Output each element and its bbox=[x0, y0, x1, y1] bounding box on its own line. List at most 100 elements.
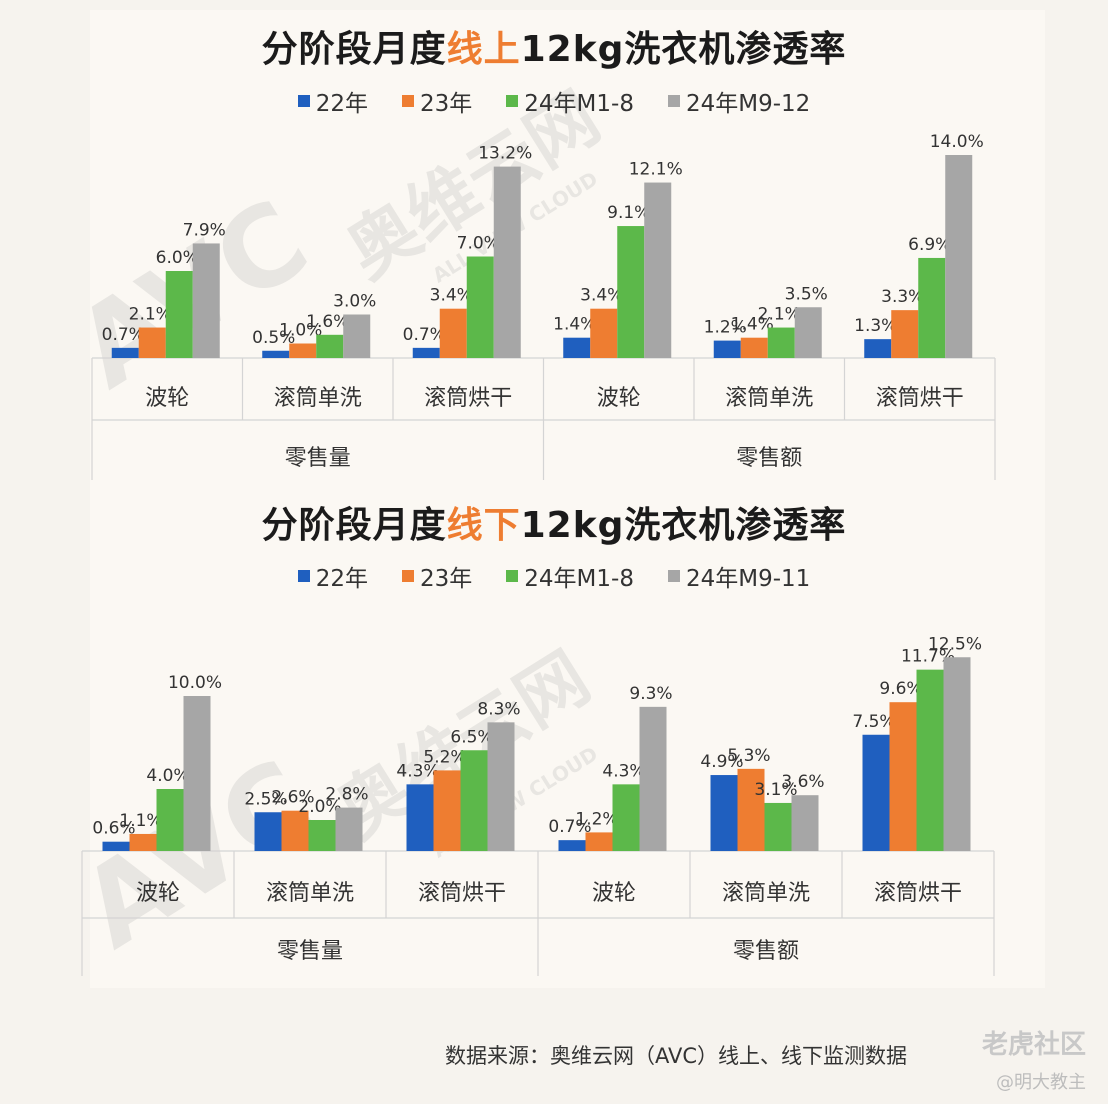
bar-value-label: 1.1% bbox=[119, 811, 162, 831]
group-label: 零售量 bbox=[285, 446, 351, 471]
bar bbox=[111, 347, 139, 358]
bar bbox=[639, 706, 667, 851]
bottom-title-pre: 分阶段月度 bbox=[261, 505, 447, 546]
bar bbox=[713, 340, 741, 358]
bar bbox=[943, 657, 971, 851]
bar-value-label: 0.5% bbox=[252, 328, 295, 348]
bar bbox=[612, 784, 640, 851]
bar-value-label: 0.6% bbox=[92, 819, 135, 839]
top-legend-label-23: 23年 bbox=[420, 91, 473, 117]
bar bbox=[918, 257, 946, 358]
top-legend-label-22: 22年 bbox=[315, 91, 368, 117]
bottom-title-post: 12kg洗衣机渗透率 bbox=[520, 505, 847, 546]
bar-value-label: 12.5% bbox=[928, 634, 982, 654]
top-legend-item-24b: 24年M9-12 bbox=[667, 84, 811, 118]
category-label: 滚筒单洗 bbox=[274, 386, 362, 411]
author-handle: @明大教主 bbox=[996, 1072, 1086, 1093]
bottom-chart-title: 分阶段月度线下12kg洗衣机渗透率 bbox=[0, 496, 1108, 548]
bar-value-label: 3.1% bbox=[754, 780, 797, 800]
bar-value-label: 2.0% bbox=[298, 797, 341, 817]
bar-value-label: 6.5% bbox=[450, 727, 493, 747]
top-legend-swatch-24b bbox=[667, 95, 680, 107]
category-label: 滚筒单洗 bbox=[725, 386, 813, 411]
category-label: 滚筒烘干 bbox=[874, 881, 962, 906]
top-legend-item-23: 23年 bbox=[402, 84, 472, 118]
bar-value-label: 7.5% bbox=[852, 712, 895, 732]
bar bbox=[460, 750, 488, 851]
bar bbox=[558, 840, 586, 851]
bar-value-label: 2.5% bbox=[244, 789, 287, 809]
bar bbox=[343, 314, 371, 358]
bar-value-label: 5.3% bbox=[727, 746, 770, 766]
bar-value-label: 8.3% bbox=[477, 699, 520, 719]
bar bbox=[563, 337, 591, 358]
bar bbox=[439, 308, 467, 358]
top-legend-swatch-22 bbox=[297, 95, 310, 107]
bar-value-label: 11.7% bbox=[901, 647, 955, 667]
bar-value-label: 2.1% bbox=[758, 305, 801, 325]
bar-value-label: 1.0% bbox=[279, 321, 322, 341]
bar-value-label: 1.4% bbox=[553, 315, 596, 335]
category-label: 滚筒烘干 bbox=[418, 881, 506, 906]
bar bbox=[316, 334, 344, 358]
top-title-post: 12kg洗衣机渗透率 bbox=[520, 29, 847, 70]
bar bbox=[102, 841, 130, 851]
bar-value-label: 2.8% bbox=[325, 785, 368, 805]
bar bbox=[791, 795, 819, 851]
brand-watermark: 老虎社区 bbox=[981, 1030, 1086, 1060]
bar-value-label: 0.7% bbox=[102, 325, 145, 345]
bar bbox=[335, 807, 363, 851]
bar bbox=[617, 226, 645, 358]
top-legend: 22年 23年 24年M1-8 24年M9-12 bbox=[0, 84, 1108, 118]
top-chart-panel bbox=[90, 10, 1045, 490]
bar bbox=[466, 256, 494, 358]
bar bbox=[281, 810, 309, 851]
bottom-legend: 22年 23年 24年M1-8 24年M9-11 bbox=[0, 559, 1108, 593]
data-source-note: 数据来源：奥维云网（AVC）线上、线下监测数据 bbox=[445, 1044, 908, 1068]
bar-value-label: 9.6% bbox=[879, 679, 922, 699]
bar bbox=[487, 722, 515, 851]
top-chart-title: 分阶段月度线上12kg洗衣机渗透率 bbox=[0, 20, 1108, 72]
bar bbox=[138, 327, 166, 358]
bar bbox=[590, 308, 618, 358]
bar-value-label: 12.1% bbox=[629, 160, 683, 180]
category-label: 滚筒单洗 bbox=[722, 881, 810, 906]
bar-value-label: 5.2% bbox=[423, 747, 466, 767]
category-label: 滚筒烘干 bbox=[424, 386, 512, 411]
bar-value-label: 1.3% bbox=[854, 316, 897, 336]
top-legend-label-24a: 24年M1-8 bbox=[524, 91, 634, 117]
bar bbox=[889, 702, 917, 851]
bar-value-label: 4.3% bbox=[396, 761, 439, 781]
bar bbox=[156, 789, 184, 851]
group-label: 零售额 bbox=[733, 939, 799, 964]
bar-value-label: 6.0% bbox=[156, 248, 199, 268]
top-legend-swatch-24a bbox=[506, 95, 519, 107]
bottom-bar-chart: 0.6%1.1% 4.0% 10.0% 波轮 2.5%2.6%2.0%2.8% 滚筒单洗 4… bbox=[81, 634, 995, 976]
bottom-legend-item-22: 22年 bbox=[297, 559, 368, 593]
bottom-title-highlight: 线下 bbox=[446, 505, 521, 546]
bar bbox=[864, 339, 892, 358]
category-label: 波轮 bbox=[136, 881, 180, 906]
bar bbox=[794, 307, 822, 358]
category-label: 滚筒烘干 bbox=[876, 386, 964, 411]
bar-value-label: 0.7% bbox=[548, 817, 591, 837]
bar bbox=[289, 343, 317, 358]
bar bbox=[862, 734, 890, 851]
bottom-legend-label-23: 23年 bbox=[420, 566, 473, 592]
bar-value-label: 3.4% bbox=[580, 286, 623, 306]
bar-value-label: 3.5% bbox=[785, 284, 828, 304]
top-legend-swatch-23 bbox=[402, 95, 414, 107]
top-legend-label-24b: 24年M9-12 bbox=[685, 91, 811, 117]
bar bbox=[737, 768, 765, 851]
bar-value-label: 2.1% bbox=[129, 305, 172, 325]
bar-value-label: 9.3% bbox=[629, 684, 672, 704]
category-label: 滚筒单洗 bbox=[266, 881, 354, 906]
category-label: 波轮 bbox=[145, 386, 189, 411]
bar bbox=[308, 820, 336, 851]
bar bbox=[945, 155, 973, 358]
bar bbox=[165, 271, 193, 358]
bar-value-label: 6.9% bbox=[908, 235, 951, 255]
bar-value-label: 4.3% bbox=[602, 761, 645, 781]
top-title-pre: 分阶段月度 bbox=[261, 29, 447, 70]
bottom-legend-label-24b: 24年M9-11 bbox=[685, 566, 811, 592]
